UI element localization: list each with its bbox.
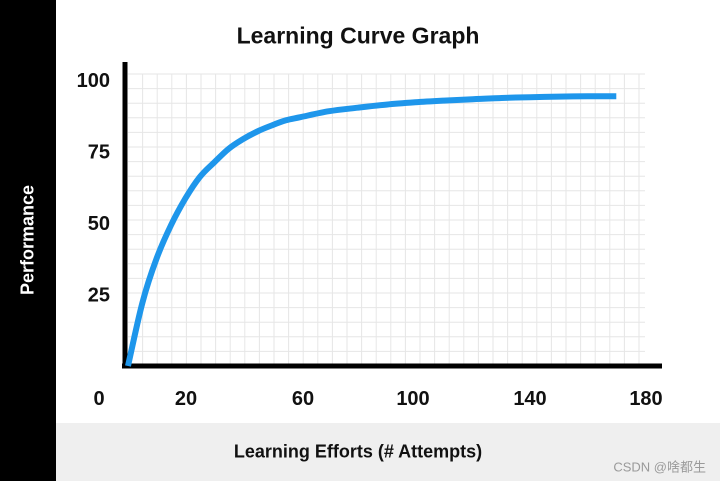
x-tick-label: 100	[396, 388, 429, 410]
y-tick-label: 100	[77, 70, 110, 92]
grid	[128, 73, 645, 364]
learning-curve-line	[125, 93, 617, 367]
x-tick-label: 180	[629, 388, 662, 410]
x-tick-label: 20	[175, 388, 197, 410]
x-tick-label: 0	[93, 388, 104, 410]
tick-labels: 0 20 60 100 140 180 25 50 75 100	[77, 70, 663, 410]
watermark: CSDN @啥都生	[613, 459, 706, 475]
x-axis-label: Learning Efforts (# Attempts)	[233, 441, 483, 462]
y-tick-label: 50	[88, 213, 110, 235]
axes	[122, 62, 662, 369]
x-tick-label: 140	[513, 388, 546, 410]
series	[125, 93, 617, 367]
x-axis-label-panel	[56, 423, 720, 481]
x-tick-label: 60	[292, 388, 314, 410]
chart-title: Learning Curve Graph	[236, 22, 480, 49]
y-axis-label-panel: Performance	[0, 0, 56, 481]
y-tick-label: 25	[88, 285, 110, 307]
y-tick-label: 75	[88, 142, 110, 164]
